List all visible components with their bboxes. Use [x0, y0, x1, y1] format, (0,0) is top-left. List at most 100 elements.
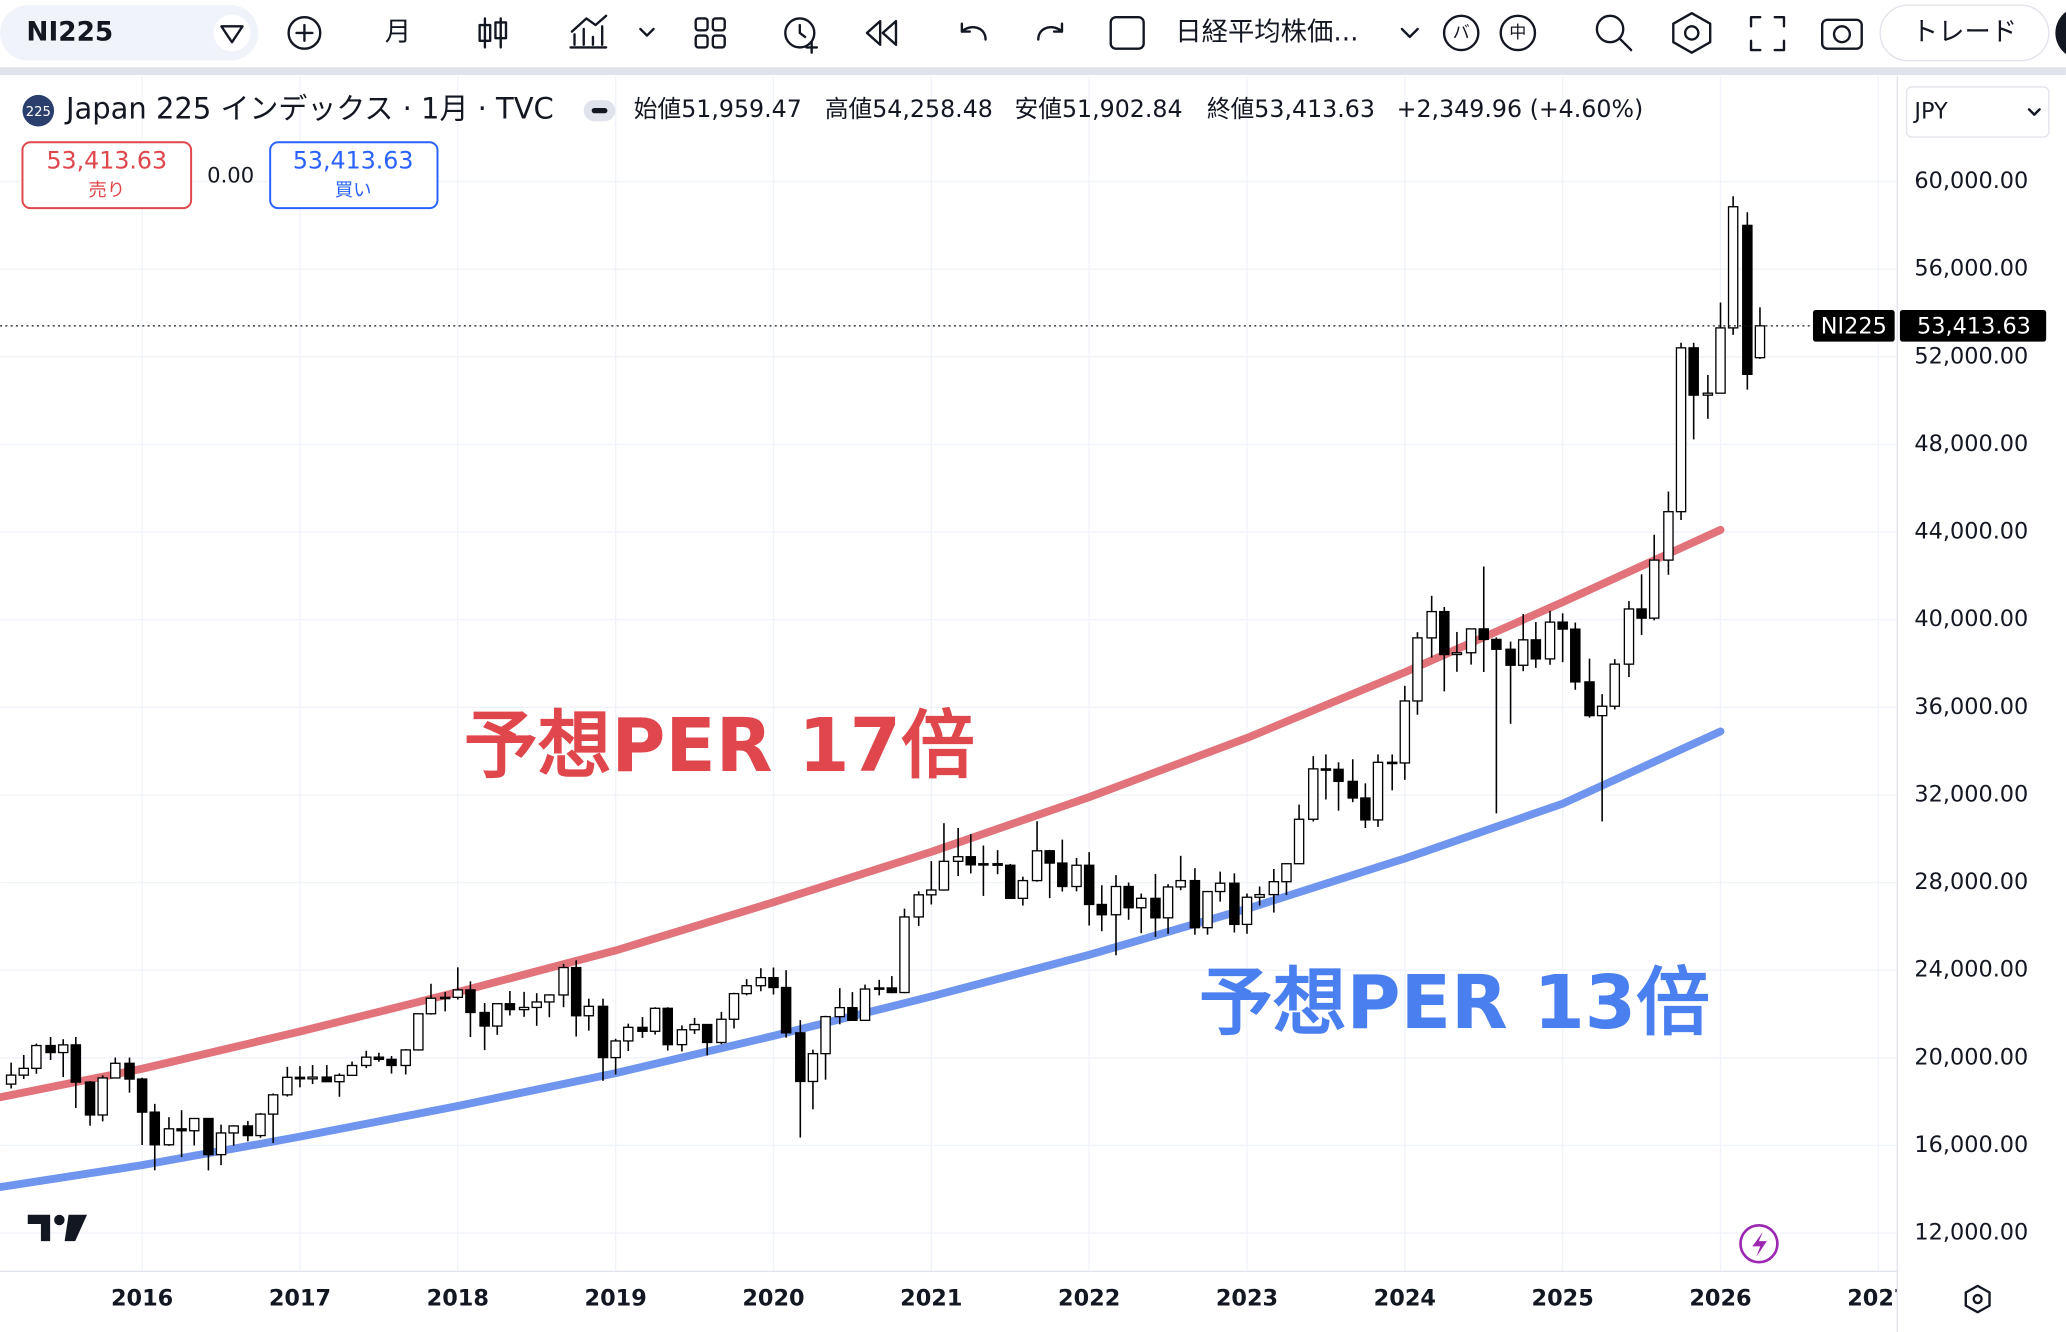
candle-body [176, 1128, 187, 1132]
y-tick-label: 56,000.00 [1914, 256, 2028, 282]
redo-icon[interactable] [1037, 22, 1064, 41]
candle-body [491, 1003, 503, 1027]
symbol: NI225 [26, 17, 113, 47]
candle-body [834, 1006, 846, 1018]
candle-body [1478, 628, 1490, 641]
candle-body [1742, 224, 1753, 375]
x-tick-label: 2020 [742, 1286, 804, 1312]
legend-open: 始値51,959.47 [634, 95, 802, 123]
legend-title: Japan 225 インデックス · 1月 · TVC [64, 92, 554, 126]
chevron[interactable] [1400, 27, 1419, 39]
trade-button[interactable] [1879, 4, 2050, 62]
candle-body [282, 1076, 293, 1096]
candle-body [965, 856, 977, 866]
candle-body [97, 1077, 108, 1116]
compare-icon[interactable] [1109, 15, 1145, 50]
badge[interactable] [1499, 14, 1537, 52]
y-tick-label: 24,000.00 [1914, 957, 2028, 983]
candle-body [676, 1029, 688, 1046]
candle-body [1386, 761, 1398, 765]
candle-body [84, 1081, 96, 1116]
price-axis: 12,000.00 16,000.00 20,000.00 24,000.00 28,0… [1812, 168, 2047, 1246]
candle-body [1135, 897, 1147, 909]
candle-body [1451, 652, 1463, 656]
undo-icon[interactable] [960, 22, 987, 41]
candle-body [662, 1007, 673, 1046]
candle-body [544, 994, 555, 1003]
candle-body [425, 997, 437, 1015]
visibility-icon [591, 108, 608, 114]
candle-body [1150, 897, 1161, 919]
y-tick-label: 40,000.00 [1914, 606, 2028, 632]
candle-body [1110, 885, 1122, 916]
candle-body [1268, 881, 1280, 896]
candle-body [215, 1132, 227, 1156]
candle-body [149, 1111, 161, 1146]
interval[interactable]: 月 [385, 17, 411, 47]
candle-body [583, 1005, 595, 1017]
candle-body [1096, 903, 1108, 916]
candle-body [637, 1026, 648, 1032]
per-line [0, 525, 1725, 1102]
axis-settings[interactable] [1964, 1284, 1991, 1314]
candle-body [1214, 882, 1226, 893]
snapshot-lens [1832, 25, 1852, 44]
tv-logo [54, 1214, 65, 1226]
candle-body [334, 1074, 345, 1083]
snapshot-icon[interactable] [1821, 18, 1863, 50]
symbol-search[interactable] [0, 5, 259, 61]
x-tick-label: 2016 [111, 1286, 173, 1312]
alert-icon[interactable] [784, 17, 816, 49]
sell-button[interactable] [21, 141, 193, 210]
y-tick-label: 48,000.00 [1914, 431, 2028, 457]
buy-button[interactable] [269, 141, 439, 210]
chevron[interactable] [639, 27, 655, 37]
layout-icon[interactable] [694, 17, 709, 32]
candle-body [373, 1056, 385, 1061]
settings-icon[interactable] [1672, 11, 1712, 54]
candle-body [57, 1044, 69, 1054]
badge[interactable] [1442, 14, 1480, 52]
logo [27, 1214, 88, 1242]
plot [5, 196, 1766, 1171]
candle-body [913, 894, 924, 918]
candle-body [1663, 511, 1674, 561]
candle-body [386, 1058, 397, 1067]
add-icon[interactable] [287, 15, 322, 50]
sell-price: 53,413.63 [46, 147, 167, 175]
fullscreen-icon[interactable] [1749, 15, 1786, 52]
tv-logo [27, 1214, 51, 1242]
avatar[interactable] [2055, 7, 2066, 60]
candle-body [1241, 896, 1253, 926]
candle-body [321, 1076, 333, 1083]
buy-price: 53,413.63 [293, 147, 414, 175]
candle-body [110, 1062, 121, 1079]
tv-logo [64, 1214, 88, 1242]
symbol-name[interactable]: 日経平均株価... [1175, 17, 1358, 47]
candle-body [465, 989, 476, 1014]
search-icon[interactable] [1595, 14, 1625, 44]
candle-body [294, 1076, 306, 1080]
currency-select[interactable] [1905, 86, 2050, 138]
candle-body [255, 1113, 266, 1137]
replay-icon[interactable] [865, 19, 898, 46]
legend: 225 Japan 225 インデックス · 1月 · TVC 始値51,959… [21, 86, 2050, 210]
candle-body [5, 1074, 17, 1085]
candle-body [1596, 705, 1608, 717]
x-tick-label: 2025 [1532, 1286, 1594, 1312]
candle-body [267, 1094, 279, 1115]
candle-body [124, 1062, 135, 1080]
indicator-icon[interactable] [569, 14, 608, 49]
candle-body [1308, 768, 1319, 820]
candle-body [755, 976, 767, 987]
candle-body [1293, 818, 1305, 865]
buy-label: 買い [335, 180, 372, 201]
candle-body [873, 987, 885, 990]
candle-body [1123, 885, 1134, 909]
candle-body [1702, 392, 1714, 396]
watch-icon[interactable] [213, 14, 251, 52]
news-bolt [1752, 1231, 1767, 1257]
